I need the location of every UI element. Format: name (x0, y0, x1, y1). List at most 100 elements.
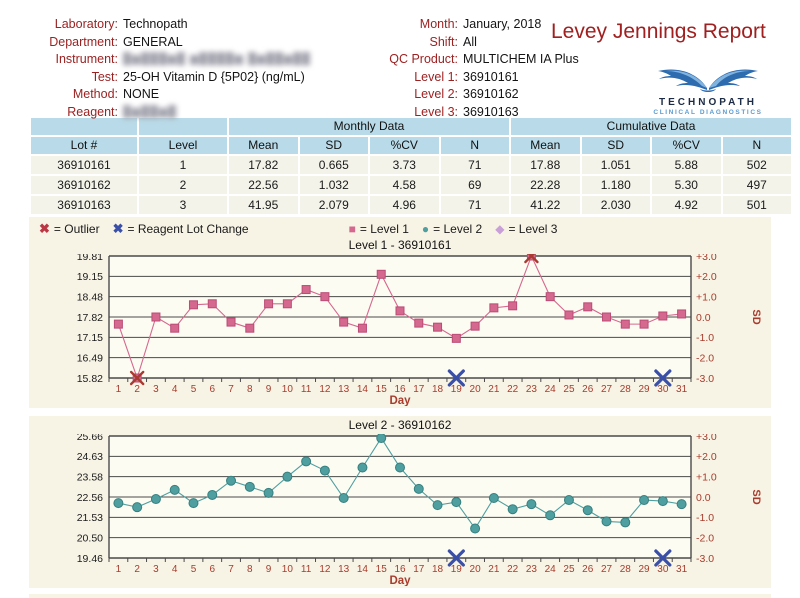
svg-text:24.63: 24.63 (77, 451, 103, 463)
legend-reagent-lot-change-icon: ✖ (112, 221, 124, 236)
field-label: Level 3: (414, 104, 458, 119)
page-title: Levey Jennings Report (551, 20, 766, 43)
table-cell: 71 (440, 196, 510, 214)
table-row: 36910162 2 22.56 1.032 4.58 69 22.28 1.180 5.30 4… (31, 176, 792, 194)
svg-text:3: 3 (153, 564, 159, 575)
svg-text:-2.0: -2.0 (696, 352, 714, 364)
svg-text:5: 5 (191, 384, 197, 395)
field-value-redacted: █▆███▆█ ▆████▆ █▆██▆██ (123, 53, 311, 65)
legend-level3-label: = Level 3 (508, 222, 558, 236)
svg-text:0.0: 0.0 (696, 312, 711, 324)
table-cell: 1 (139, 156, 227, 174)
svg-text:3: 3 (153, 384, 159, 395)
svg-text:19.46: 19.46 (77, 553, 103, 565)
svg-text:29: 29 (639, 564, 651, 575)
svg-text:18: 18 (432, 564, 444, 575)
svg-text:24: 24 (545, 384, 557, 395)
svg-text:22: 22 (507, 564, 519, 575)
table-group-header: Cumulative Data (511, 118, 792, 135)
table-cell: 3.73 (370, 156, 439, 174)
field-value: Technopath (123, 17, 188, 31)
svg-text:19: 19 (451, 564, 463, 575)
field-label: Reagent: (67, 104, 118, 119)
field-value: 36910163 (463, 104, 519, 119)
mid-field-row: Month: January, 2018 (378, 16, 628, 34)
svg-text:22: 22 (507, 384, 519, 395)
svg-text:18: 18 (432, 384, 444, 395)
svg-text:+1.0: +1.0 (696, 471, 717, 483)
svg-text:9: 9 (266, 384, 272, 395)
legend-outlier: ✖ = Outlier (39, 221, 100, 237)
svg-text:17.15: 17.15 (77, 332, 103, 344)
svg-text:19.15: 19.15 (77, 271, 103, 283)
table-cell: 17.88 (511, 156, 580, 174)
logo-tagline: CLINICAL DIAGNOSTICS (653, 109, 763, 116)
svg-text:21: 21 (488, 564, 500, 575)
table-cell: 69 (440, 176, 510, 194)
table-column-header: Mean (229, 137, 298, 154)
svg-text:+1.0: +1.0 (696, 291, 717, 303)
legend-level1-label: = Level 1 (359, 222, 409, 236)
svg-text:20.50: 20.50 (77, 532, 103, 544)
legend-level1: ■ = Level 1 (349, 222, 409, 236)
table-cell: 2 (139, 176, 227, 194)
table-cell: 501 (722, 196, 792, 214)
table-row: 36910161 1 17.82 0.665 3.73 71 17.88 1.051 5.88 5… (31, 156, 792, 174)
table-cell: 1.032 (299, 176, 368, 194)
field-label: Test: (91, 69, 118, 84)
header-fields-mid: Month: January, 2018 Shift: All QC Product: M… (378, 16, 628, 121)
mid-field-row: Level 1: 36910161 (378, 69, 628, 87)
svg-text:19: 19 (451, 384, 463, 395)
svg-text:8: 8 (247, 564, 253, 575)
qc-statistics-table: Monthly Data Cumulative Data Lot # Level Mea… (29, 116, 793, 216)
svg-text:30: 30 (657, 384, 669, 395)
svg-text:6: 6 (209, 564, 215, 575)
table-group-header-spacer (31, 118, 137, 135)
svg-text:10: 10 (282, 564, 294, 575)
svg-text:12: 12 (319, 384, 331, 395)
table-cell: 3 (139, 196, 227, 214)
svg-text:13: 13 (338, 384, 350, 395)
svg-text:25: 25 (563, 564, 575, 575)
svg-text:11: 11 (301, 384, 312, 395)
field-label: QC Product: (389, 52, 458, 66)
svg-text:30: 30 (657, 564, 669, 575)
table-column-header: Mean (511, 137, 580, 154)
field-value: MULTICHEM IA Plus (463, 52, 579, 66)
table-cell: 4.96 (370, 196, 439, 214)
svg-text:19.81: 19.81 (77, 254, 103, 263)
svg-text:26: 26 (582, 564, 594, 575)
table-cell: 2.030 (581, 196, 651, 214)
svg-text:12: 12 (319, 564, 331, 575)
svg-text:24: 24 (545, 564, 557, 575)
field-value: NONE (123, 87, 160, 101)
left-field-row: Department: GENERAL (30, 34, 390, 52)
left-field-row: Laboratory: Technopath (30, 16, 390, 34)
mid-field-row: Level 2: 36910162 (378, 86, 628, 104)
svg-text:4: 4 (172, 384, 178, 395)
svg-text:2: 2 (134, 384, 140, 395)
table-cell: 17.82 (229, 156, 298, 174)
table-column-header: Level (139, 137, 227, 154)
table-cell: 5.30 (652, 176, 721, 194)
svg-text:25.66: 25.66 (77, 434, 103, 443)
table-cell: 71 (440, 156, 510, 174)
legend-level3: ◆ = Level 3 (495, 222, 557, 236)
svg-text:14: 14 (357, 384, 369, 395)
svg-text:14: 14 (357, 564, 369, 575)
table-cell: 41.22 (511, 196, 580, 214)
field-label: Department: (49, 34, 118, 49)
svg-text:16.49: 16.49 (77, 352, 103, 364)
header-fields-left: Laboratory: Technopath Department: GENERAL I… (30, 16, 390, 121)
svg-text:1: 1 (116, 564, 122, 575)
svg-text:31: 31 (676, 564, 688, 575)
svg-text:28: 28 (620, 384, 632, 395)
table-cell: 36910161 (31, 156, 137, 174)
chart-legend: ✖ = Outlier ✖ = Reagent Lot Change ■ = Level … (29, 220, 771, 238)
table-cell: 5.88 (652, 156, 721, 174)
legend-level1-icon: ■ (348, 222, 356, 236)
technopath-logo: TECHNOPATH CLINICAL DIAGNOSTICS (648, 64, 768, 116)
svg-text:17.82: 17.82 (77, 312, 103, 324)
svg-text:17: 17 (413, 564, 425, 575)
